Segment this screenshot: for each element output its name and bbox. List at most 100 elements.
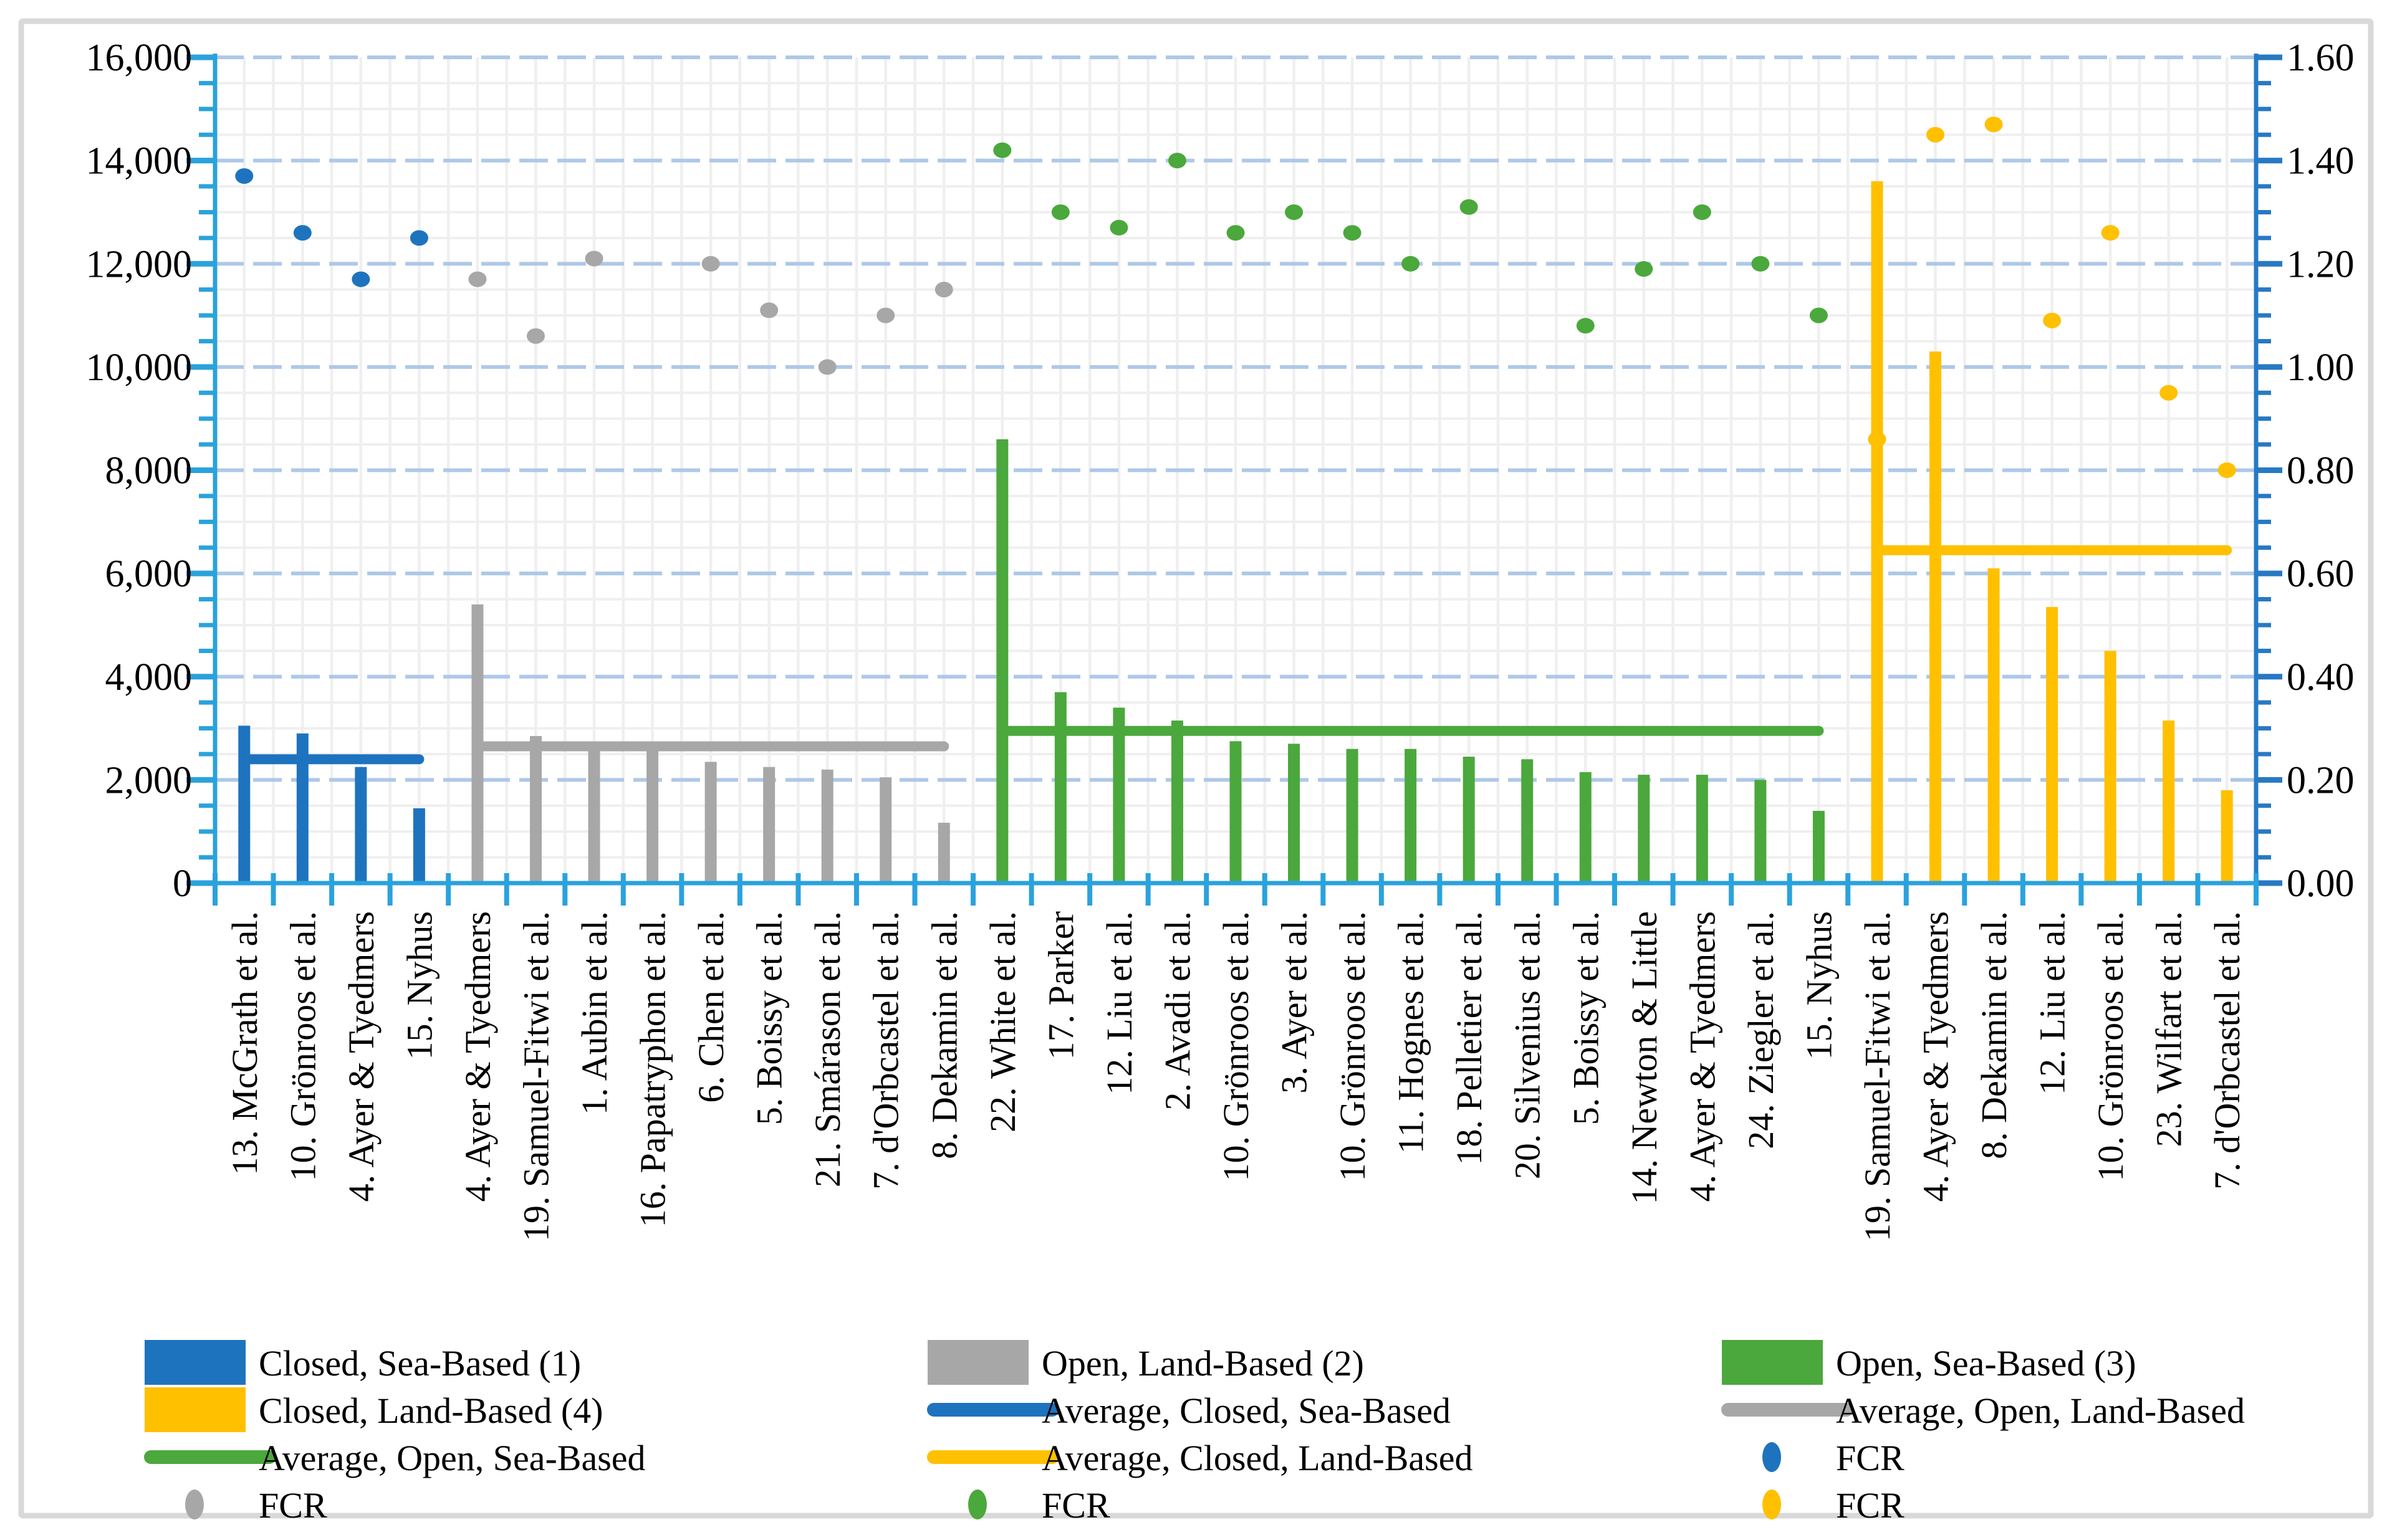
x-label-24: 14. Newton & Little <box>1624 911 1664 1204</box>
bar-7 <box>646 748 659 883</box>
legend-item-11: FCR <box>1762 1485 1904 1526</box>
legend-label-4: Average, Closed, Sea-Based <box>1042 1390 1451 1431</box>
fcr-point-15 <box>1110 219 1128 236</box>
bar-8 <box>704 762 717 883</box>
x-label-4: 4. Ayer & Tyedmers <box>458 911 498 1202</box>
bar-27 <box>1812 811 1825 883</box>
fcr-point-19 <box>1343 225 1362 241</box>
legend-label-10: FCR <box>1042 1485 1110 1526</box>
fcr-point-6 <box>585 251 603 267</box>
right-axis-tick-label: 1.20 <box>2287 243 2355 285</box>
x-label-26: 24. Ziegler et al. <box>1741 911 1781 1149</box>
legend-item-5: Average, Open, Land-Based <box>1721 1390 2245 1431</box>
bar-9 <box>763 767 776 883</box>
bar-12 <box>938 823 950 883</box>
x-label-19: 10. Grönroos et al. <box>1332 911 1373 1181</box>
fcr-point-2 <box>352 271 370 287</box>
fcr-point-9 <box>760 302 779 318</box>
x-label-7: 16. Papatryphon et al. <box>633 911 673 1227</box>
bar-11 <box>880 777 892 883</box>
x-label-13: 22. White et al. <box>982 911 1023 1132</box>
x-label-11: 7. d'Orbcastel et al. <box>866 911 906 1190</box>
legend-swatch-rect <box>145 1340 246 1385</box>
fcr-point-10 <box>818 359 837 375</box>
bar-21 <box>1463 757 1475 883</box>
bar-30 <box>1987 568 2000 883</box>
fcr-point-4 <box>468 271 487 287</box>
x-label-29: 4. Ayer & Tyedmers <box>1916 911 1956 1202</box>
x-label-2: 4. Ayer & Tyedmers <box>341 911 382 1202</box>
bar-29 <box>1929 352 1942 883</box>
fcr-point-18 <box>1285 204 1304 220</box>
bar-31 <box>2046 606 2058 883</box>
fcr-point-28 <box>1868 431 1886 447</box>
fcr-point-21 <box>1459 199 1478 215</box>
fcr-points <box>235 117 2236 478</box>
x-label-14: 17. Parker <box>1040 911 1081 1059</box>
fcr-point-11 <box>877 307 895 323</box>
legend-swatch-rect <box>1722 1340 1823 1385</box>
legend-swatch-dot <box>1762 1490 1781 1519</box>
fcr-point-32 <box>2101 225 2120 241</box>
left-axis-tick-label: 16,000 <box>86 37 193 79</box>
left-axis-tick-label: 8,000 <box>105 450 193 492</box>
legend-item-4: Average, Closed, Sea-Based <box>927 1390 1451 1431</box>
right-axis-tick-label: 1.00 <box>2287 347 2355 389</box>
left-axis-tick-label: 4,000 <box>105 656 193 699</box>
fcr-point-16 <box>1168 153 1186 169</box>
bar-25 <box>1696 775 1708 883</box>
fcr-point-23 <box>1576 318 1595 334</box>
bar-16 <box>1171 720 1183 883</box>
legend-label-1: Open, Land-Based (2) <box>1042 1343 1364 1384</box>
bar-14 <box>1054 692 1067 883</box>
legend-label-6: Average, Open, Sea-Based <box>259 1438 646 1478</box>
x-label-34: 7. d'Orbcastel et al. <box>2207 911 2247 1190</box>
x-label-5: 19. Samuel-Fitwi et al. <box>516 911 556 1241</box>
legend-label-2: Open, Sea-Based (3) <box>1836 1343 2136 1384</box>
fcr-point-13 <box>993 142 1012 158</box>
legend-swatch-dot <box>968 1490 987 1519</box>
x-label-31: 12. Liu et al. <box>2032 911 2073 1095</box>
x-label-21: 18. Pelletier et al. <box>1449 911 1489 1165</box>
fcr-point-31 <box>2043 312 2062 328</box>
fcr-point-0 <box>235 168 254 184</box>
fcr-point-29 <box>1926 127 1945 143</box>
x-label-33: 23. Wilfart et al. <box>2149 911 2189 1147</box>
fcr-point-20 <box>1401 256 1420 272</box>
right-axis-tick-label: 1.60 <box>2287 37 2355 79</box>
bar-5 <box>529 735 542 883</box>
right-axis-ticks: 0.00 0.20 0.40 0.60 0.80 1.00 1.20 1.40 1.60 <box>2256 37 2355 905</box>
x-label-8: 6. Chen et al. <box>691 911 731 1103</box>
legend-item-1: Open, Land-Based (2) <box>928 1340 1364 1385</box>
right-axis-tick-label: 0.40 <box>2287 656 2355 699</box>
bar-1 <box>296 733 309 883</box>
fcr-point-27 <box>1809 307 1828 323</box>
bottom-axis-ticks <box>213 873 2259 906</box>
right-axis-tick-label: 0.60 <box>2287 553 2355 595</box>
legend-item-0: Closed, Sea-Based (1) <box>145 1340 581 1385</box>
right-axis-tick-label: 0.00 <box>2287 863 2355 905</box>
left-axis-tick-label: 10,000 <box>86 347 193 389</box>
legend-label-3: Closed, Land-Based (4) <box>259 1390 603 1431</box>
x-label-32: 10. Grönroos et al. <box>2090 911 2131 1181</box>
legend-swatch-dot <box>185 1490 204 1519</box>
horizontal-major-gridlines <box>215 55 2256 782</box>
bar-2 <box>355 767 367 883</box>
right-axis-tick-label: 0.20 <box>2287 759 2355 801</box>
legend-item-9: FCR <box>185 1485 327 1526</box>
bar-23 <box>1579 772 1592 883</box>
x-label-6: 1. Aubin et al. <box>574 911 615 1115</box>
x-label-9: 5. Boissy et al. <box>749 911 790 1125</box>
fcr-point-17 <box>1226 225 1245 241</box>
bar-18 <box>1288 744 1300 883</box>
bar-3 <box>413 808 425 883</box>
bar-6 <box>588 744 600 883</box>
x-label-22: 20. Silvenius et al. <box>1507 911 1548 1179</box>
legend-label-5: Average, Open, Land-Based <box>1836 1390 2245 1431</box>
fcr-point-30 <box>1984 117 2003 133</box>
legend-swatch-rect <box>928 1340 1029 1385</box>
legend-item-2: Open, Sea-Based (3) <box>1722 1340 2136 1385</box>
left-axis-tick-label: 2,000 <box>105 759 193 801</box>
legend-item-6: Average, Open, Sea-Based <box>144 1438 646 1478</box>
x-label-10: 21. Smárason et al. <box>807 911 848 1187</box>
